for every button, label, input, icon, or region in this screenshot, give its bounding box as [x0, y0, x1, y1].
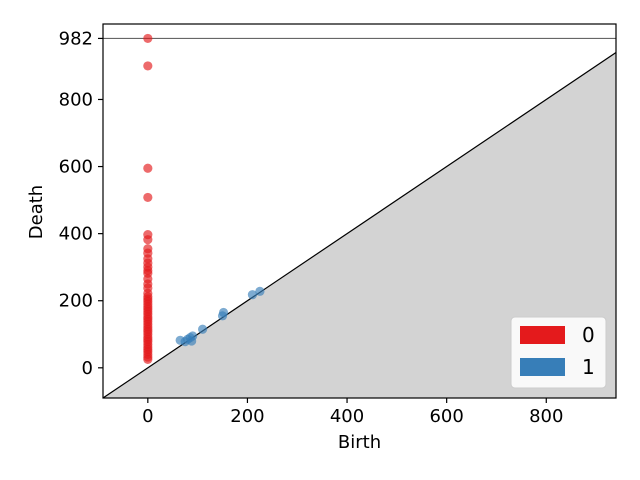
x-tick-label-1: 200: [230, 406, 264, 427]
point-dim0-1: [143, 61, 153, 71]
point-dim1-10: [255, 286, 265, 296]
legend-swatch-0: [520, 326, 565, 344]
point-dim1-5: [187, 336, 197, 346]
point-dim1-6: [198, 324, 208, 334]
point-dim0-5: [143, 235, 153, 245]
point-dim0-2: [143, 163, 153, 173]
point-dim0-42: [143, 354, 153, 365]
points-layer: [143, 33, 265, 365]
y-axis-ticks: 0 200 400 600 800 982: [59, 28, 103, 379]
y-tick-label-3: 600: [59, 157, 93, 178]
x-tick-label-3: 600: [429, 406, 463, 427]
legend-swatch-1: [520, 358, 565, 376]
x-tick-label-2: 400: [330, 406, 364, 427]
x-axis-label: Birth: [338, 432, 381, 453]
plot-area: [102, 23, 617, 399]
y-tick-label-4: 800: [59, 89, 93, 110]
point-dim1-8: [218, 307, 229, 318]
y-tick-label-5: 982: [59, 28, 93, 49]
x-tick-label-0: 0: [142, 406, 153, 427]
point-dim0-3: [143, 192, 153, 203]
legend-label-1: 1: [582, 355, 595, 379]
legend: 0 1: [510, 316, 607, 389]
y-tick-label-2: 400: [59, 224, 93, 245]
y-axis-label: Death: [26, 185, 47, 239]
y-tick-label-1: 200: [59, 291, 93, 312]
point-dim0-0: [143, 33, 153, 44]
y-tick-label-0: 0: [82, 358, 93, 379]
x-tick-label-4: 800: [529, 406, 563, 427]
point-dim1-9: [247, 290, 258, 300]
legend-label-0: 0: [582, 323, 595, 347]
plot-frame: [102, 23, 617, 399]
x-axis-ticks: 0 200 400 600 800: [142, 398, 563, 427]
